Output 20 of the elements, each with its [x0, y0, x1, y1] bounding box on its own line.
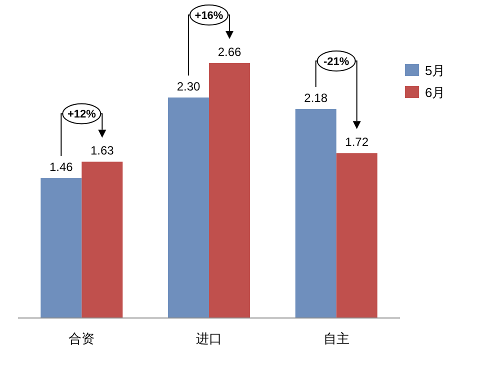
data-label: 2.18 — [304, 91, 328, 106]
bar — [336, 153, 378, 318]
bar — [295, 109, 336, 318]
bar — [82, 162, 123, 318]
data-label: 2.30 — [176, 80, 200, 94]
bar — [40, 178, 82, 318]
legend-label: 5月 — [425, 63, 446, 78]
data-label: 1.63 — [90, 144, 114, 158]
annotation: -21% — [323, 56, 350, 68]
data-label: 2.66 — [218, 45, 242, 59]
bar — [168, 98, 209, 318]
data-label: 1.72 — [345, 135, 369, 150]
bar — [209, 63, 250, 318]
annotation: +12% — [67, 108, 96, 121]
data-label: 1.46 — [49, 160, 74, 174]
text: +16% — [194, 10, 224, 22]
x-tick-label: 进口 — [196, 331, 222, 346]
x-tick-label: 合资 — [68, 331, 95, 346]
x-tick-label: 自主 — [323, 331, 350, 346]
legend-label: 6月 — [425, 85, 446, 100]
